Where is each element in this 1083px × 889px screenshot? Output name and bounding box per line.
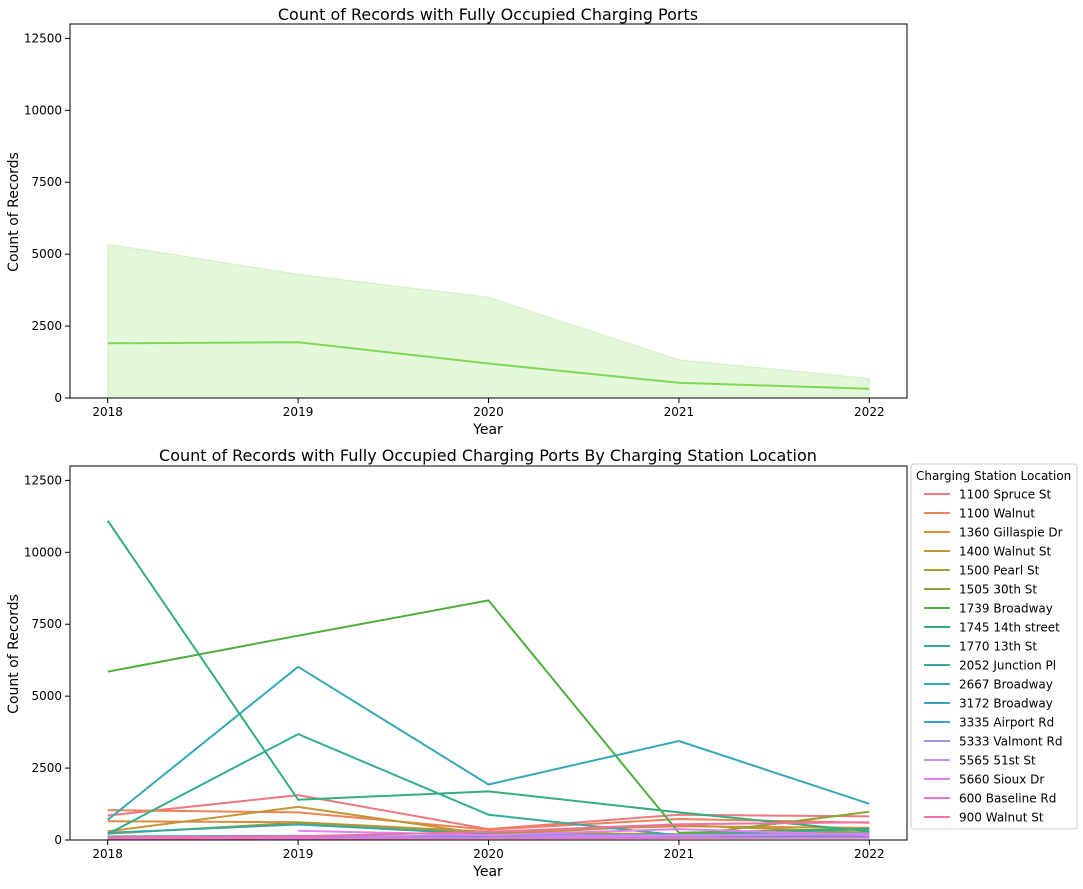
legend-label: 1745 14th street — [959, 621, 1060, 635]
y-tick-label: 2500 — [31, 761, 62, 775]
legend-title: Charging Station Location — [916, 469, 1071, 483]
x-axis-label: Year — [472, 864, 503, 880]
legend-label: 1505 30th St — [959, 583, 1037, 597]
legend-label: 1100 Spruce St — [959, 488, 1052, 502]
confidence-band — [107, 243, 870, 399]
series-line-2667-broadway — [107, 665, 870, 821]
legend: Charging Station Location 1100 Spruce St… — [910, 463, 1078, 830]
x-tick-label: 2018 — [92, 847, 123, 861]
legend-label: 900 Walnut St — [959, 811, 1044, 825]
y-tick-label: 2500 — [31, 319, 62, 333]
y-tick-label: 12500 — [24, 31, 62, 45]
y-tick-label: 5000 — [31, 247, 62, 261]
chart-top: Count of Records with Fully Occupied Cha… — [6, 5, 908, 438]
legend-label: 1360 Gillaspie Dr — [959, 526, 1063, 540]
series-line-1770-13th-st — [107, 733, 870, 837]
x-tick-label: 2021 — [664, 405, 695, 419]
x-axis-label: Year — [472, 422, 503, 438]
y-tick-label: 0 — [54, 833, 62, 847]
x-tick-label: 2020 — [473, 847, 504, 861]
series-line-900-walnut-st — [107, 821, 870, 839]
chart-title: Count of Records with Fully Occupied Cha… — [159, 446, 817, 465]
legend-label: 5565 51st St — [959, 754, 1036, 768]
legend-label: 2667 Broadway — [959, 678, 1053, 692]
axes: 2018 2019 2020 2021 2022 0 2500 5000 7500 10000 12… — [24, 23, 908, 419]
y-tick-label: 12500 — [24, 473, 62, 487]
legend-label: 1770 13th St — [959, 640, 1037, 654]
legend-label: 1100 Walnut — [959, 507, 1035, 521]
x-tick-label: 2022 — [854, 847, 885, 861]
series-line-0 — [107, 341, 870, 390]
y-tick-label: 7500 — [31, 617, 62, 631]
y-tick-label: 7500 — [31, 175, 62, 189]
y-tick-label: 10000 — [24, 103, 62, 117]
y-axis-label: Count of Records — [6, 152, 22, 272]
x-tick-label: 2018 — [92, 405, 123, 419]
legend-label: 3172 Broadway — [959, 697, 1053, 711]
plot-area — [106, 520, 870, 841]
legend-label: 3335 Airport Rd — [959, 716, 1054, 730]
x-tick-label: 2021 — [664, 847, 695, 861]
series-line-600-baseline-rd — [107, 836, 870, 841]
legend-label: 5333 Valmont Rd — [959, 735, 1062, 749]
legend-label: 1739 Broadway — [959, 602, 1053, 616]
legend-items: 1100 Spruce St 1100 Walnut 1360 Gillaspie … — [924, 488, 1063, 825]
x-tick-label: 2019 — [283, 405, 314, 419]
legend-label: 5660 Sioux Dr — [959, 773, 1044, 787]
x-tick-label: 2022 — [854, 405, 885, 419]
legend-label: 1400 Walnut St — [959, 545, 1051, 559]
y-tick-label: 0 — [54, 391, 62, 405]
y-axis-label: Count of Records — [6, 594, 22, 714]
series-line-1739-broadway — [107, 599, 870, 834]
legend-label: 600 Baseline Rd — [959, 792, 1056, 806]
legend-label: 2052 Junction Pl — [959, 659, 1056, 673]
series-line-1100-walnut — [107, 809, 870, 831]
chart-title: Count of Records with Fully Occupied Cha… — [278, 5, 698, 24]
y-tick-label: 5000 — [31, 689, 62, 703]
x-tick-label: 2020 — [473, 405, 504, 419]
legend-frame — [910, 463, 1078, 830]
y-tick-label: 10000 — [24, 545, 62, 559]
series-line-5660-sioux-dr — [298, 828, 870, 837]
x-tick-label: 2019 — [283, 847, 314, 861]
plot-area — [107, 243, 870, 399]
chart-bottom: Count of Records with Fully Occupied Cha… — [6, 446, 1078, 880]
series-line-1745-14th-street — [106, 520, 870, 833]
legend-label: 1500 Pearl St — [959, 564, 1040, 578]
axes: 2018 2019 2020 2021 2022 0 2500 5000 7500 10000 12… — [24, 465, 908, 861]
